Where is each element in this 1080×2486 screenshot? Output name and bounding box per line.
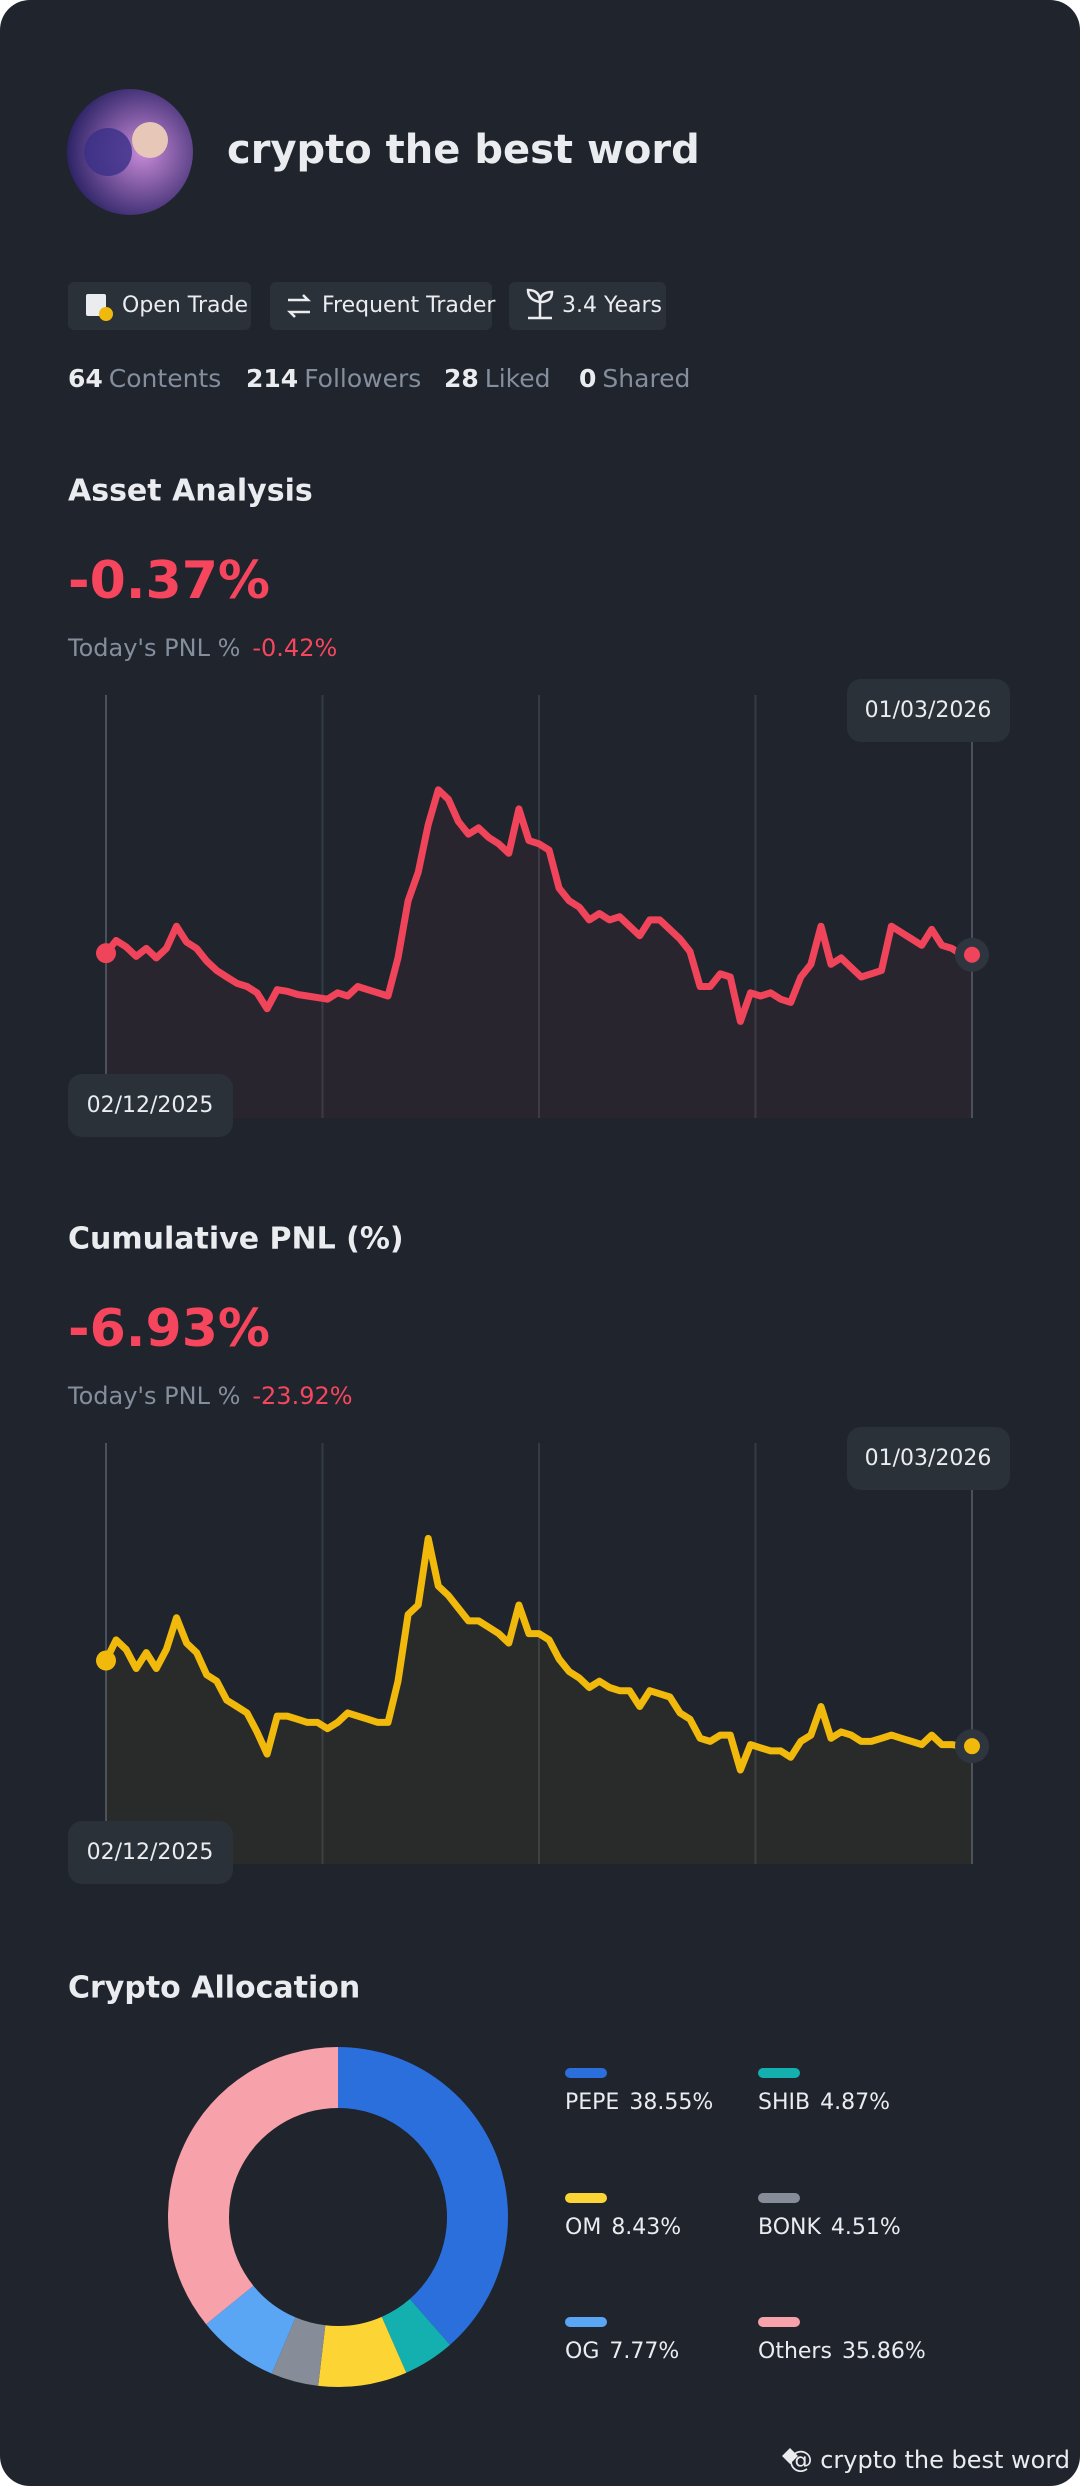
pie-slice (318, 2316, 407, 2388)
stat: 64 Contents (68, 364, 221, 393)
legend-swatch (758, 2068, 800, 2078)
end-point (964, 1738, 980, 1755)
end-point (964, 946, 980, 963)
pnl-label: Today's PNL % (67, 1382, 240, 1410)
legend-label: Others 35.86% (758, 2339, 926, 2364)
headline-value: -0.37% (68, 551, 270, 611)
legend-name: SHIB (758, 2090, 810, 2115)
legend-label: OM 8.43% (565, 2215, 681, 2240)
badge-icon (286, 294, 312, 318)
legend-swatch (758, 2317, 800, 2327)
start-point (96, 943, 116, 964)
legend-name: BONK (758, 2215, 821, 2240)
badge-label: 3.4 Years (562, 293, 662, 318)
badge-label: Open Trade (122, 293, 248, 318)
legend-value: 4.51% (831, 2215, 901, 2240)
date-tooltip (68, 1821, 233, 1884)
pnl-value: -0.42% (252, 634, 337, 662)
footer-text: @ crypto the best word (789, 2446, 1070, 2474)
legend-value: 4.87% (820, 2090, 890, 2115)
stat: 0 Shared (579, 364, 690, 393)
line-area (106, 789, 972, 1118)
start-point (96, 1650, 116, 1671)
stat-label: Contents (109, 364, 221, 393)
stat-value: 0 (579, 364, 596, 393)
profile-name: crypto the best word (227, 127, 700, 173)
legend-name: PEPE (565, 2090, 619, 2115)
stat-value: 214 (246, 364, 298, 393)
line-area (106, 1538, 972, 1864)
section-title: Cumulative PNL (%) (68, 1222, 404, 1257)
stat-label: Shared (602, 364, 690, 393)
legend-label: PEPE 38.55% (565, 2090, 713, 2115)
date-tooltip (847, 1427, 1010, 1490)
badge-icon (526, 288, 554, 320)
footer-logo (782, 2448, 798, 2464)
legend-swatch (565, 2193, 607, 2203)
legend-name: Others (758, 2339, 832, 2364)
section-title: Crypto Allocation (68, 1971, 360, 2006)
line-series (102, 786, 976, 1025)
legend-swatch (565, 2317, 607, 2327)
legend-value: 8.43% (611, 2215, 681, 2240)
legend-value: 38.55% (629, 2090, 713, 2115)
pie-slice (206, 2285, 296, 2374)
pie-slice (381, 2299, 450, 2373)
stat-value: 28 (444, 364, 479, 393)
stat-label: Followers (304, 364, 421, 393)
stat-label: Liked (485, 364, 551, 393)
start-date: 02/12/2025 (87, 1093, 214, 1118)
legend-swatch (565, 2068, 607, 2078)
pie-slice (338, 2047, 509, 2345)
badge-icon (99, 307, 113, 321)
pnl-label: Today's PNL % (67, 634, 240, 662)
avatar-coin (84, 128, 132, 176)
stat: 214 Followers (246, 364, 421, 393)
legend-name: OM (565, 2215, 601, 2240)
end-date: 01/03/2026 (865, 698, 992, 723)
badge-label: Frequent Trader (322, 293, 496, 318)
start-date: 02/12/2025 (87, 1840, 214, 1865)
legend-label: OG 7.77% (565, 2339, 679, 2364)
badge (68, 282, 251, 330)
date-tooltip (68, 1074, 233, 1137)
legend-value: 35.86% (842, 2339, 926, 2364)
avatar-face (132, 122, 168, 158)
headline-value: -6.93% (68, 1299, 270, 1359)
pnl-value: -23.92% (252, 1382, 352, 1410)
end-date: 01/03/2026 (865, 1446, 992, 1471)
line-series (102, 1534, 976, 1774)
legend-swatch (758, 2193, 800, 2203)
date-tooltip (847, 679, 1010, 742)
stat: 28 Liked (444, 364, 551, 393)
legend-label: BONK 4.51% (758, 2215, 901, 2240)
section-title: Asset Analysis (68, 474, 313, 509)
legend-label: SHIB 4.87% (758, 2090, 890, 2115)
legend-value: 7.77% (609, 2339, 679, 2364)
pie-slice (167, 2047, 338, 2325)
stat-value: 64 (68, 364, 103, 393)
pie-slice (271, 2317, 326, 2386)
badge (270, 282, 492, 330)
legend-name: OG (565, 2339, 599, 2364)
